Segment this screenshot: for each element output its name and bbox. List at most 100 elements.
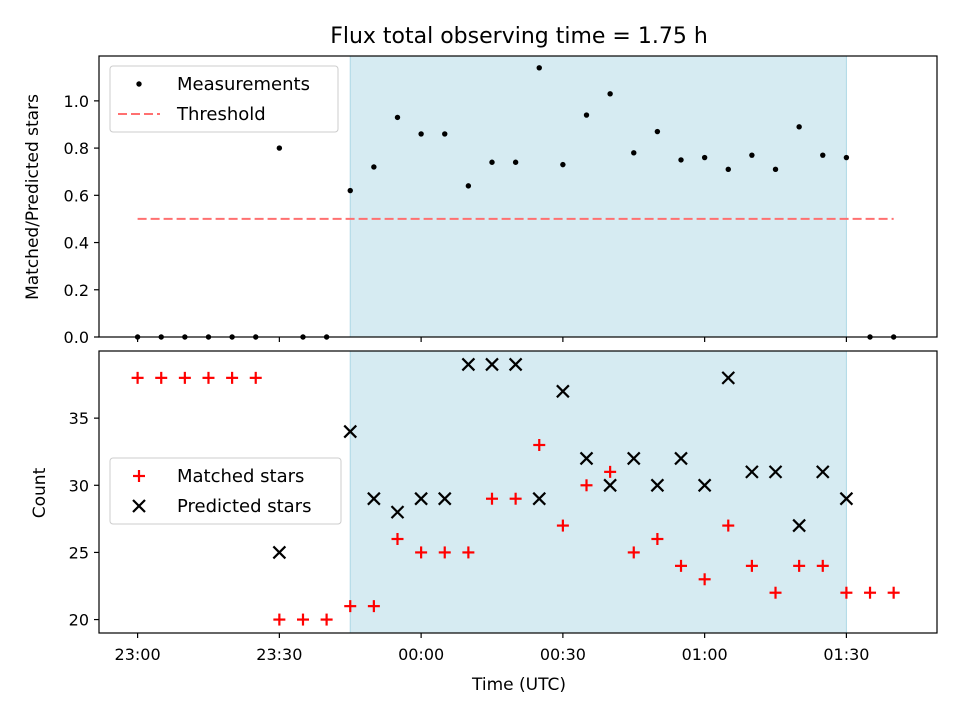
matched-star-point <box>887 586 900 599</box>
measurement-point <box>678 157 684 163</box>
legend-measurements-marker <box>136 81 142 87</box>
measurement-point <box>536 65 542 71</box>
predicted-star-point <box>839 491 854 506</box>
legend-measurements-label: Measurements <box>177 74 310 95</box>
matched-star-point <box>556 519 569 532</box>
matched-star-point <box>698 573 711 586</box>
matched-star-point <box>651 533 664 545</box>
matched-star-point <box>533 439 546 451</box>
observing-window-span <box>349 350 847 634</box>
x-tick-label: 00:30 <box>540 645 586 664</box>
y-tick-label: 35 <box>69 409 89 428</box>
matched-star-point <box>344 600 357 613</box>
y-tick-label: 0.4 <box>64 234 89 253</box>
predicted-star-point <box>532 491 547 506</box>
matched-star-point <box>745 559 758 572</box>
matched-star-point <box>155 371 168 384</box>
cross-b <box>390 505 405 519</box>
y-tick-label: 20 <box>69 611 89 630</box>
predicted-star-point <box>343 424 358 439</box>
y-tick-label: 1.0 <box>64 92 89 111</box>
measurement-point <box>701 154 708 161</box>
matched-star-point <box>273 613 286 626</box>
predicted-star-point <box>674 451 688 466</box>
legend-predicted-marker <box>132 499 146 513</box>
bottom-legend: Matched stars Predicted stars <box>109 457 342 525</box>
matched-star-point <box>769 586 782 599</box>
legend-matched-marker <box>133 470 145 482</box>
predicted-star-point <box>485 357 499 372</box>
predicted-star-point <box>414 491 428 506</box>
measurement-point <box>442 131 448 137</box>
cross-b <box>697 478 712 493</box>
matched-star-point <box>864 586 877 599</box>
cross-b <box>461 357 476 372</box>
matched-star-point <box>840 586 853 599</box>
matched-star-point <box>604 465 617 478</box>
matched-star-point <box>462 546 475 559</box>
bottom-y-axis-label: Count <box>30 467 50 518</box>
measurement-point <box>418 131 424 137</box>
bottom-legend-box <box>109 457 342 525</box>
bottom-observing-window <box>349 350 847 634</box>
cross-b <box>414 491 428 506</box>
matched-star-point <box>509 492 522 505</box>
measurement-point <box>276 145 283 151</box>
predicted-star-point <box>815 465 830 479</box>
x-tick-label: 01:00 <box>682 645 728 664</box>
cross-b <box>556 384 570 399</box>
measurement-point <box>654 128 661 135</box>
measurement-point <box>725 166 731 173</box>
ratio-panel: 0.0 0.2 0.4 0.6 0.8 1.0 Matched/Predicted sta… <box>23 55 938 347</box>
matched-star-point <box>249 371 262 384</box>
predicted-star-point <box>697 478 712 493</box>
cross-b <box>792 518 806 533</box>
measurement-point <box>631 150 637 156</box>
matched-star-point <box>675 559 688 572</box>
top-axes-frame <box>98 55 938 338</box>
predicted-star-point <box>768 465 783 479</box>
y-tick-label: 25 <box>69 543 89 562</box>
x-tick-label: 01:30 <box>823 645 869 664</box>
matched-star-point <box>627 546 640 559</box>
y-tick-label: 0.8 <box>64 139 89 158</box>
legend-predicted-label: Predicted stars <box>177 496 311 517</box>
measurement-point <box>371 164 377 170</box>
matched-star-point <box>131 371 144 384</box>
cross-b <box>745 465 759 479</box>
measurement-point <box>843 154 850 161</box>
cross-b <box>768 465 783 479</box>
matched-star-point <box>226 371 239 384</box>
cross-b <box>343 424 358 439</box>
cross-b <box>674 451 688 466</box>
measurement-point <box>607 91 613 97</box>
top-x-ticks <box>137 337 848 342</box>
cross-b <box>437 491 452 506</box>
matched-star-point <box>202 371 215 384</box>
measurement-point <box>512 159 519 165</box>
predicted-star-point <box>792 518 806 533</box>
matched-star-point <box>415 546 428 559</box>
measurement-point <box>820 152 826 158</box>
bottom-axes-frame <box>98 350 938 634</box>
x-axis-label: Time (UTC) <box>471 675 566 695</box>
y-tick-label: 0.0 <box>64 328 89 347</box>
y-tick-label: 0.6 <box>64 186 89 205</box>
matched-star-point <box>580 479 593 492</box>
matched-star-point <box>367 600 380 613</box>
matched-star-point <box>296 613 309 626</box>
measurement-point <box>560 161 566 168</box>
predicted-star-point <box>272 545 287 560</box>
legend-matched-label: Matched stars <box>177 466 304 487</box>
measurement-point <box>394 114 401 121</box>
measurement-point <box>347 187 353 194</box>
cross-b <box>650 478 665 493</box>
cross-b <box>839 491 854 506</box>
predicted-star-point <box>650 478 665 493</box>
x-tick-label: 23:00 <box>115 645 161 664</box>
predicted-star-point <box>603 478 617 493</box>
y-tick-label: 30 <box>69 476 89 495</box>
predicted-star-point <box>508 357 523 372</box>
top-y-axis-label: Matched/Predicted stars <box>23 94 43 300</box>
